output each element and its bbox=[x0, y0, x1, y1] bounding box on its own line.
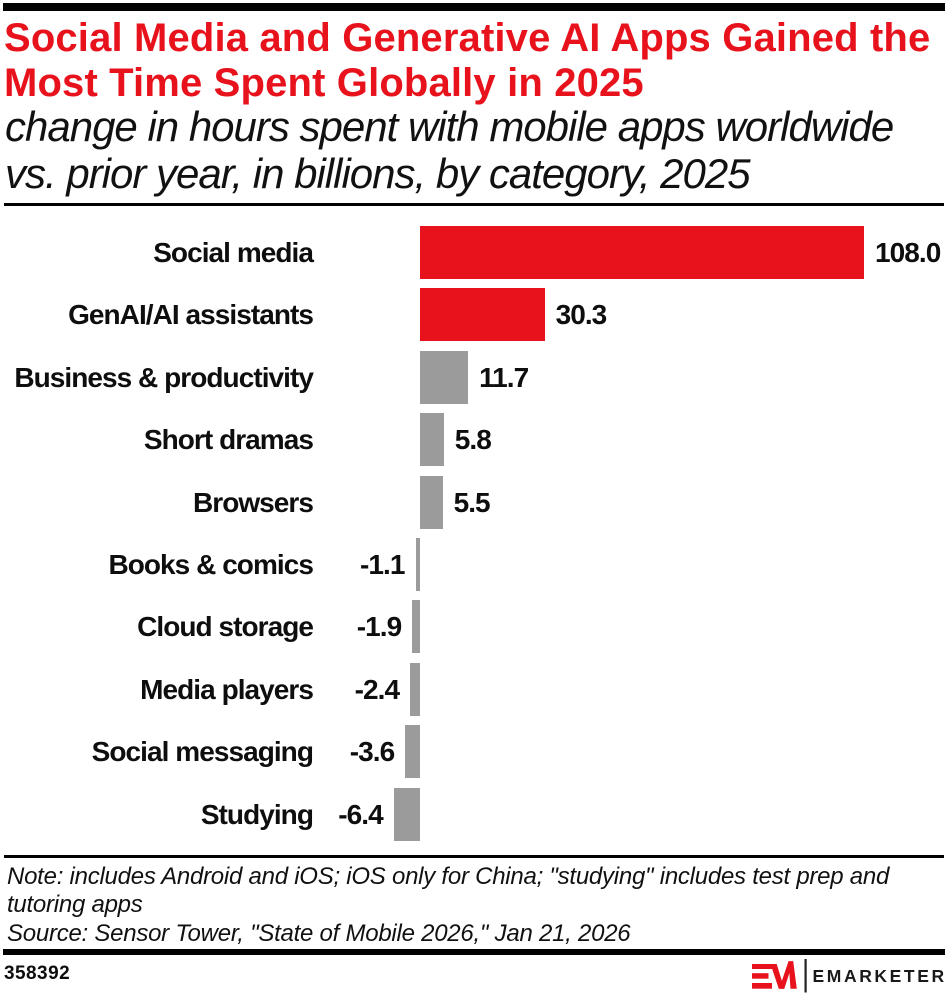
svg-text:EMARKETER: EMARKETER bbox=[813, 966, 945, 986]
